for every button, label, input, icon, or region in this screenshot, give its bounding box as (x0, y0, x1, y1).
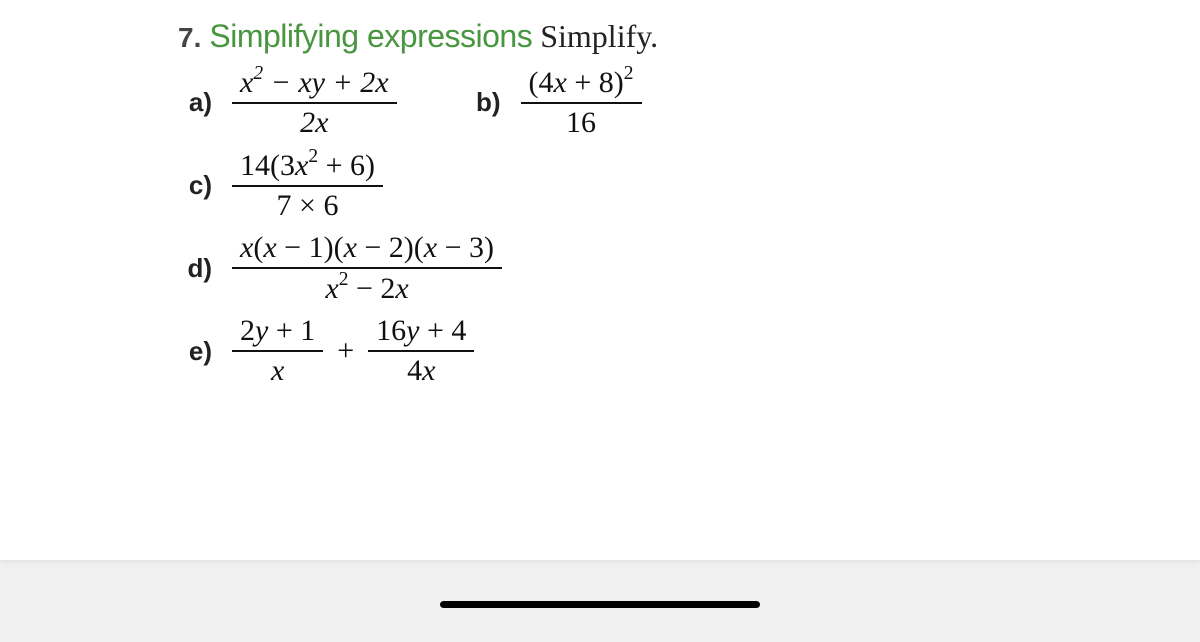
label-a: a) (178, 87, 212, 118)
frac-b-den: 16 (558, 104, 604, 142)
row-c: c) 14(3x2 + 6) 7 × 6 (178, 146, 1200, 225)
frac-a: x2 − xy + 2x 2x (232, 63, 397, 142)
question-number: 7. (178, 22, 201, 53)
frac-b: (4x + 8)2 16 (521, 63, 642, 142)
op-plus: + (337, 334, 354, 368)
label-d: d) (178, 253, 212, 284)
frac-e1-den: x (263, 352, 292, 390)
row-e: e) 2y + 1 x + 16y + 4 4x (178, 312, 1200, 390)
label-c: c) (178, 170, 212, 201)
frac-d: x(x − 1)(x − 2)(x − 3) x2 − 2x (232, 229, 502, 308)
expr-d: x(x − 1)(x − 2)(x − 3) x2 − 2x (226, 229, 508, 308)
expr-a: x2 − xy + 2x 2x (226, 63, 403, 142)
expr-e: 2y + 1 x + 16y + 4 4x (226, 312, 480, 390)
expr-b: (4x + 8)2 16 (515, 63, 648, 142)
frac-c-den: 7 × 6 (269, 187, 347, 225)
page-content: 7. Simplifying expressions Simplify. a) … (0, 0, 1200, 560)
heading-highlight: Simplifying expressions (209, 18, 532, 54)
label-b: b) (467, 87, 501, 118)
frac-a-den: 2x (292, 104, 336, 142)
frac-e2-den: 4x (399, 352, 443, 390)
frac-e2-num: 16y + 4 (368, 312, 474, 352)
frac-a-num: x2 − xy + 2x (232, 63, 397, 104)
row-ab: a) x2 − xy + 2x 2x b) (4x + 8)2 16 (178, 63, 1200, 142)
question-heading: 7. Simplifying expressions Simplify. (178, 18, 1200, 55)
scroll-indicator[interactable] (440, 601, 760, 608)
frac-e1-num: 2y + 1 (232, 312, 323, 352)
label-e: e) (178, 336, 212, 367)
frac-c: 14(3x2 + 6) 7 × 6 (232, 146, 383, 225)
frac-d-den: x2 − 2x (317, 269, 416, 308)
row-d: d) x(x − 1)(x − 2)(x − 3) x2 − 2x (178, 229, 1200, 308)
expr-c: 14(3x2 + 6) 7 × 6 (226, 146, 389, 225)
frac-e1: 2y + 1 x (232, 312, 323, 390)
frac-e2: 16y + 4 4x (368, 312, 474, 390)
frac-d-num: x(x − 1)(x − 2)(x − 3) (232, 229, 502, 269)
frac-c-num: 14(3x2 + 6) (232, 146, 383, 187)
frac-b-num: (4x + 8)2 (521, 63, 642, 104)
heading-instruction: Simplify. (540, 18, 658, 54)
